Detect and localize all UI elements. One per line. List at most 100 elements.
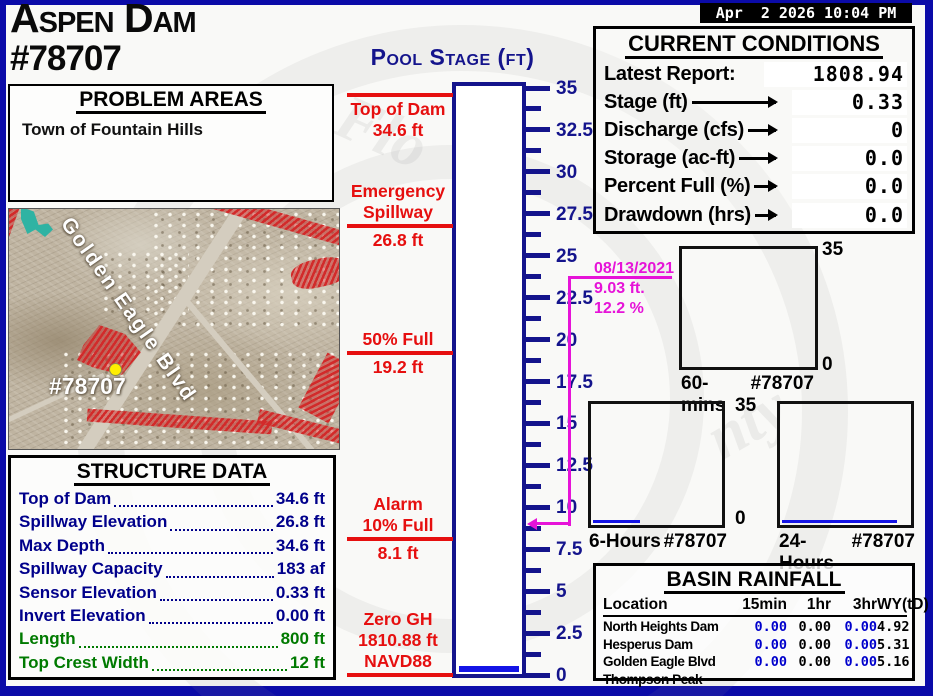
gauge-threshold-label-below: Top of Dam 34.6 ft xyxy=(350,98,446,140)
map-station-label: #78707 xyxy=(49,373,126,399)
col-1hr: 1hr xyxy=(806,596,831,613)
gauge-minor-tick xyxy=(526,316,541,322)
gauge-threshold-label-above: 50% Full xyxy=(362,329,434,349)
chart-6hr-label: 6-Hours xyxy=(589,531,661,552)
rainfall-value-v15: 0.00 xyxy=(754,619,787,635)
chart-6hr-caption: 6-Hours #78707 xyxy=(589,531,727,553)
condition-value: 0 xyxy=(792,117,907,143)
station-id: #78707 xyxy=(10,39,122,78)
gauge-minor-tick xyxy=(526,609,541,615)
gauge-threshold-line xyxy=(347,537,453,542)
chart-6hr[interactable] xyxy=(588,401,725,528)
structure-data-row: Max Depth 34.6 ft xyxy=(19,536,325,559)
historic-annotation-line xyxy=(534,521,571,525)
gauge-tick-label: 32.5 xyxy=(556,119,593,141)
rainfall-value-v1: 0.00 xyxy=(798,636,831,653)
gauge-minor-tick xyxy=(526,399,541,405)
current-level-bar xyxy=(459,666,519,672)
col-wytd: WY(tD) xyxy=(877,596,929,613)
rainfall-row: Hesperus Dam 0.00 0.00 0.00 5.31 xyxy=(603,636,910,655)
gauge-tick-label: 30 xyxy=(556,161,578,183)
gauge-minor-tick xyxy=(526,358,541,364)
gauge-tick-label: 2.5 xyxy=(556,623,583,645)
gauge-major-tick xyxy=(526,253,550,259)
gauge-threshold-label-below: 26.8 ft xyxy=(372,229,424,250)
structure-data-heading: STRUCTURE DATA xyxy=(11,460,333,486)
gauge-tick-label: 12.5 xyxy=(556,455,593,477)
dotted-leader xyxy=(107,552,273,555)
gauge-minor-tick xyxy=(526,567,541,573)
rainfall-value-v1: 0.00 xyxy=(798,654,831,671)
rainfall-row: Golden Eagle Blvd 0.00 0.00 0.00 5.16 xyxy=(603,654,910,672)
dam-name: Aspen Dam xyxy=(10,0,197,41)
condition-row: Discharge (cfs) 0 xyxy=(604,116,907,144)
structure-value: 12 ft xyxy=(290,652,325,672)
condition-label: Percent Full (%) xyxy=(604,175,751,198)
gauge-major-tick xyxy=(526,462,550,468)
gauge-major-tick xyxy=(526,295,550,301)
condition-row: Percent Full (%) 0.0 xyxy=(604,173,907,201)
col-3hr: 3hr xyxy=(852,596,877,613)
chart-24hr[interactable] xyxy=(777,401,914,528)
station-dot[interactable] xyxy=(109,363,122,376)
dotted-leader xyxy=(78,645,278,648)
problem-areas-heading: PROBLEM AREAS xyxy=(10,88,332,114)
condition-row: Stage (ft) 0.33 xyxy=(604,88,907,116)
gauge-minor-tick xyxy=(526,190,541,196)
gauge-major-tick xyxy=(526,211,550,217)
rainfall-value-v3: 0.00 xyxy=(844,654,877,671)
chart-6hr-station: #78707 xyxy=(663,531,727,552)
structure-data-row: Invert Elevation 0.00 ft xyxy=(19,606,325,629)
rainfall-value-v15: 0.00 xyxy=(754,636,787,653)
chart-60min-ymin: 0 xyxy=(822,354,833,375)
problem-areas-panel: PROBLEM AREAS Town of Fountain Hills xyxy=(8,84,334,202)
chart-6hr-trace xyxy=(593,519,641,523)
condition-value: 0.33 xyxy=(792,89,907,115)
rainfall-location: Hesperus Dam xyxy=(603,636,693,652)
rainfall-value-v3: 0.00 xyxy=(844,636,877,653)
chart-24hr-trace xyxy=(782,519,898,523)
basin-rainfall-heading: BASIN RAINFALL xyxy=(596,568,912,594)
gauge-tick-label: 25 xyxy=(556,245,578,267)
condition-value: 0.0 xyxy=(792,146,907,172)
gauge-minor-tick xyxy=(526,441,541,447)
dotted-leader xyxy=(114,505,273,508)
condition-value: 0.0 xyxy=(792,174,907,200)
condition-label: Storage (ac-ft) xyxy=(604,147,736,170)
gauge-minor-tick xyxy=(526,148,541,154)
chart-60min-label: 60-mins xyxy=(681,373,726,416)
problem-area-item: Town of Fountain Hills xyxy=(22,120,203,139)
condition-row: Drawdown (hrs) 0.0 xyxy=(604,201,907,229)
page-title: Aspen Dam #78707 xyxy=(10,0,197,78)
condition-row: Latest Report: 1808.94 xyxy=(604,60,907,88)
basin-rainfall-table: Location 15min 1hr 3hr WY(tD) North Heig… xyxy=(603,596,929,689)
gauge-threshold-label-above: Zero GH 1810.88 ft NAVD88 xyxy=(358,609,438,671)
structure-label: Sensor Elevation xyxy=(19,582,157,602)
gauge-major-tick xyxy=(526,379,550,384)
pool-stage-title: Pool Stage (ft) xyxy=(370,44,535,70)
gauge-major-tick xyxy=(526,169,550,175)
chart-24hr-station: #78707 xyxy=(851,531,915,552)
structure-data-rows: Top of Dam 34.6 ft Spillway Elevation 26.8 … xyxy=(19,489,325,676)
current-conditions-heading: CURRENT CONDITIONS xyxy=(596,31,912,59)
historic-stage: 9.03 ft. xyxy=(594,280,645,297)
gauge-major-tick xyxy=(526,546,550,552)
location-map[interactable]: Golden Eagle Blvd #78707 xyxy=(8,208,340,450)
structure-data-panel: STRUCTURE DATA Top of Dam 34.6 ft Spillway… xyxy=(8,455,336,680)
rainfall-location: North Heights Dam xyxy=(603,619,719,634)
rainfall-body: North Heights Dam 0.00 0.00 0.00 4.92 Hesperu… xyxy=(603,619,910,689)
condition-value: 1808.94 xyxy=(764,61,907,87)
arrow-line xyxy=(748,123,778,136)
structure-data-row: Spillway Elevation 26.8 ft xyxy=(19,512,325,535)
gauge-tick-label: 27.5 xyxy=(556,203,593,225)
condition-label: Stage (ft) xyxy=(604,90,688,113)
gauge-tick-label: 35 xyxy=(556,78,578,99)
gauge-major-tick xyxy=(526,127,550,133)
chart-6hr-ymin: 0 xyxy=(735,508,746,529)
flood-zone xyxy=(9,209,20,447)
gauge-tick-label: 17.5 xyxy=(556,371,593,393)
chart-60min-station: #78707 xyxy=(750,373,814,394)
basin-rainfall-panel: BASIN RAINFALL Location 15min 1hr 3hr WY… xyxy=(593,563,929,687)
structure-label: Max Depth xyxy=(19,535,105,555)
chart-60min[interactable] xyxy=(679,246,818,370)
